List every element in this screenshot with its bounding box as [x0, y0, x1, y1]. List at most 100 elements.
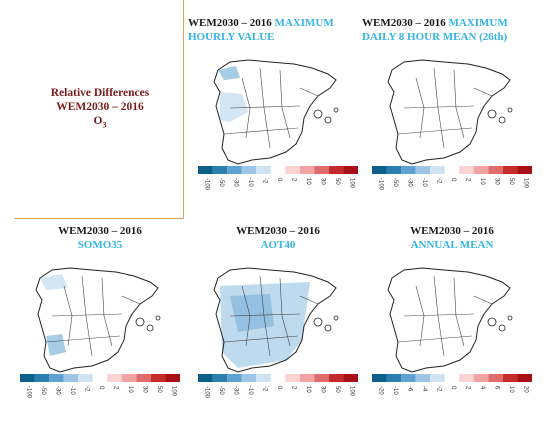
colorbar-tick-label: 0: [98, 386, 104, 390]
colorbar-tick-label: 2: [465, 386, 471, 390]
colorbar-tick-label: 0: [450, 386, 456, 390]
colorbar-tick-label: 4: [479, 386, 485, 390]
colorbar-tick-label: -10: [247, 178, 253, 187]
panel-title: WEM2030 – 2016 SOMO35: [10, 224, 190, 252]
colorbar-swatch: [314, 166, 329, 174]
spain-map: [387, 59, 513, 165]
colorbar-tick-label: 0: [276, 178, 282, 182]
difference-area: [46, 334, 66, 356]
colorbar-tick-label: -50: [218, 178, 224, 187]
colorbar-swatch: [473, 374, 489, 382]
colorbar-tick-label: -10: [392, 386, 398, 395]
colorbar-tick-label: 10: [479, 178, 485, 185]
colorbar-swatch: [212, 374, 228, 382]
colorbar-swatch: [386, 374, 402, 382]
colorbar-tick-label: 30: [494, 178, 500, 185]
panel-title: WEM2030 – 2016 ANNUAL MEAN: [362, 224, 542, 252]
colorbar-swatch: [386, 166, 402, 174]
panel-aot40: WEM2030 – 2016 AOT40 -100 -50 -30 -10 -2 0 2 10…: [188, 224, 368, 434]
divider-horizontal: [14, 218, 184, 219]
colorbar: -100 -50 -30 -10 -2 0 2 10 30 50 100: [198, 166, 358, 191]
colorbar-tick-label: 2: [291, 386, 297, 390]
colorbar-tick-label: -30: [406, 178, 412, 187]
spain-map: [387, 267, 513, 373]
panel-title-prefix: WEM2030 – 2016: [58, 225, 142, 237]
colorbar-swatch: [343, 374, 358, 382]
colorbar-tick-label: -50: [40, 386, 46, 395]
panel-annual-mean: WEM2030 – 2016 ANNUAL MEAN -20 -10 -6 -4 -2 0…: [362, 224, 542, 434]
colorbar-swatch: [107, 374, 122, 382]
panel-max-hourly: WEM2030 – 2016 MAXIMUM HOURLY VALUE -10 0…: [188, 16, 368, 226]
colorbar-swatch: [121, 374, 137, 382]
balearic-island: [487, 109, 497, 119]
colorbar-swatch: [285, 166, 300, 174]
spain-map: [213, 267, 339, 373]
colorbar-tick-label: 2: [291, 178, 297, 182]
legend-line-1: Relative Differences: [50, 87, 150, 99]
colorbar-swatch: [415, 374, 431, 382]
colorbar-swatch: [256, 166, 271, 174]
colorbar-swatch: [212, 166, 228, 174]
balearic-island: [333, 315, 339, 321]
balearic-island: [135, 317, 145, 327]
panel-title-metric: AOT40: [260, 239, 296, 251]
figure-legend: Relative Differences WEM2030 – 2016 O3: [20, 86, 180, 132]
balearic-island: [313, 109, 323, 119]
colorbar-swatch: [299, 166, 315, 174]
panel-max-8h: WEM2030 – 2016 MAXIMUM DAILY 8 HOUR MEAN…: [362, 16, 542, 226]
difference-area: [220, 92, 248, 122]
colorbar-swatch: [241, 374, 257, 382]
colorbar-swatch: [20, 374, 35, 382]
divider-vertical: [183, 0, 184, 218]
difference-area: [40, 274, 68, 290]
colorbar-swatch: [444, 166, 460, 174]
panel-title-prefix: WEM2030 – 2016: [362, 17, 446, 29]
country-outline: [35, 267, 159, 373]
colorbar-swatch: [198, 374, 213, 382]
colorbar-swatch: [256, 374, 271, 382]
colorbar: -100 -50 -30 -10 -2 0 2 10 30 50 100: [198, 374, 358, 399]
colorbar-swatch: [401, 374, 416, 382]
panel-title: WEM2030 – 2016 MAXIMUM DAILY 8 HOUR MEAN…: [362, 16, 542, 44]
colorbar-tick-label: -100: [377, 178, 383, 191]
colorbar-swatch: [328, 374, 344, 382]
colorbar-swatch: [34, 374, 50, 382]
colorbar-swatch: [328, 166, 344, 174]
balearic-island: [507, 107, 513, 113]
colorbar-swatch: [227, 374, 242, 382]
colorbar-swatch: [517, 374, 532, 382]
country-outline: [213, 59, 337, 165]
colorbar-tick-label: -10: [69, 386, 75, 395]
colorbar-swatch: [430, 374, 445, 382]
colorbar-swatch: [165, 374, 180, 382]
spain-map: [213, 59, 339, 165]
colorbar-swatch: [473, 166, 489, 174]
colorbar: -100 -50 -30 -10 -2 0 2 10 30 50 100: [20, 374, 180, 399]
panel-title-metric: MAXIMUM HOURLY VALUE: [188, 17, 334, 43]
colorbar-swatch: [241, 166, 257, 174]
country-outline: [387, 59, 511, 165]
colorbar-tick-label: 30: [320, 386, 326, 393]
panel-title-prefix: WEM2030 – 2016: [188, 17, 272, 29]
colorbar-swatch: [49, 374, 64, 382]
colorbar-swatch: [502, 166, 518, 174]
colorbar-swatch: [488, 166, 503, 174]
balearic-island: [146, 324, 154, 332]
legend-species: O: [93, 115, 103, 127]
region-borders: [223, 275, 319, 357]
colorbar-swatch: [372, 374, 387, 382]
colorbar-tick-label: 0: [276, 386, 282, 390]
country-outline: [213, 267, 337, 373]
colorbar-swatch: [227, 166, 242, 174]
colorbar-tick-label: 50: [334, 178, 340, 185]
balearic-island: [155, 315, 161, 321]
balearic-island: [324, 116, 332, 124]
colorbar-swatch: [459, 166, 474, 174]
balearic-island: [507, 315, 513, 321]
legend-line-2: WEM2030 – 2016: [56, 101, 144, 113]
panel-title: WEM2030 – 2016 AOT40: [188, 224, 368, 252]
colorbar-swatch: [343, 166, 358, 174]
panel-title-metric: MAXIMUM DAILY 8 HOUR MEAN (26th): [362, 17, 508, 43]
colorbar-tick-label: 50: [334, 386, 340, 393]
colorbar-tick-label: 10: [305, 178, 311, 185]
